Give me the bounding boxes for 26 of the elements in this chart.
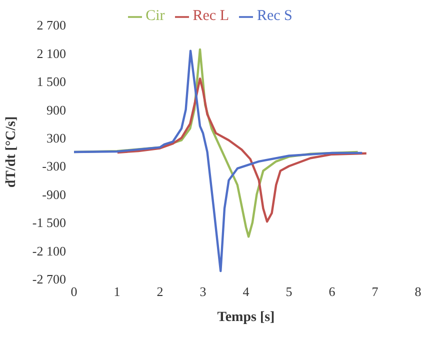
y-tick-label: -300 (42, 158, 66, 174)
x-tick-label: 8 (414, 284, 422, 300)
x-tick-label: 0 (70, 284, 78, 300)
x-tick-label: 2 (156, 284, 164, 300)
y-tick-label: 900 (46, 102, 66, 118)
legend-label: Rec L (192, 8, 229, 24)
line-series (116, 78, 368, 223)
y-tick-label: -1 500 (32, 215, 66, 230)
x-tick-label: 5 (286, 284, 292, 300)
y-tick-label: -2 100 (32, 243, 66, 258)
legend-label: Rec S (256, 8, 292, 24)
legend-label: Cir (146, 8, 165, 24)
x-tick-label: 4 (242, 284, 250, 300)
x-axis-title: Temps [s] (217, 310, 275, 325)
y-tick-label: 1 500 (36, 74, 66, 90)
y-tick-label: 2 700 (36, 18, 66, 33)
x-tick-label: 6 (328, 284, 336, 300)
x-tick-label: 3 (200, 284, 206, 300)
y-tick-label: 2 100 (36, 46, 66, 61)
y-axis-title: dT/dt [°C/s] (4, 116, 19, 188)
y-tick-label: -2 700 (32, 272, 66, 287)
line-series (74, 50, 364, 272)
y-tick-label: -900 (42, 186, 66, 202)
x-tick-label: 1 (114, 284, 120, 300)
y-tick-label: 300 (46, 130, 66, 146)
x-tick-label: 7 (372, 284, 379, 300)
